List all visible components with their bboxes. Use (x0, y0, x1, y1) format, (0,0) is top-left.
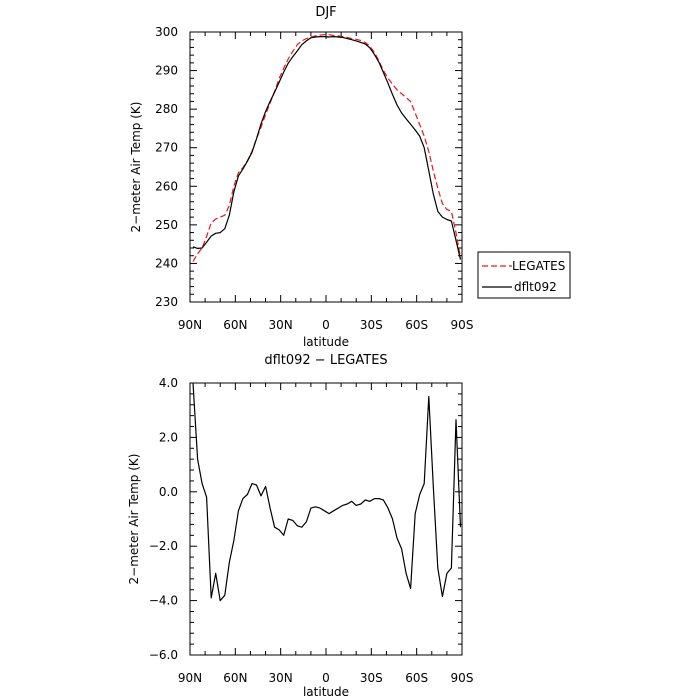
x-tick-label: 30N (269, 671, 293, 685)
bottom-xlabel: latitude (303, 685, 349, 699)
y-tick-label: 280 (155, 102, 178, 116)
y-tick-label: 0.0 (159, 485, 178, 499)
legend-label-dflt092: dflt092 (514, 280, 557, 294)
bottom-series-lines (192, 382, 462, 602)
x-tick-label: 30S (360, 671, 383, 685)
top-series-lines (192, 34, 462, 262)
y-tick-label: 2.0 (159, 430, 178, 444)
top-plot-frame (189, 31, 463, 303)
bottom-title: dflt092 − LEGATES (264, 353, 387, 368)
series-line-dflt092 (192, 35, 462, 260)
x-tick-label: 90N (178, 318, 202, 332)
y-tick-label: 240 (155, 256, 178, 270)
x-tick-label: 60N (223, 318, 247, 332)
bottom-axes-ticks (189, 382, 463, 656)
x-tick-label: 90S (451, 671, 474, 685)
y-tick-label: 260 (155, 179, 178, 193)
x-tick-label: 30N (269, 318, 293, 332)
y-tick-label: −4.0 (149, 594, 178, 608)
y-tick-label: 300 (155, 25, 178, 39)
y-tick-label: 230 (155, 295, 178, 309)
series-line-difference (192, 382, 462, 602)
x-tick-label: 30S (360, 318, 383, 332)
series-line-legates (192, 34, 462, 262)
x-tick-label: 0 (322, 318, 330, 332)
legend-box (477, 251, 571, 299)
bottom-panel: dflt092 − LEGATES 90N 60N 30N 0 30S 60S 90S −6.… (127, 353, 473, 699)
y-tick-label: 250 (155, 218, 178, 232)
bottom-tick-labels: 90N 60N 30N 0 30S 60S 90S −6.0 −4.0 −2.0 0.0 2.0 4.0 (149, 376, 474, 685)
y-tick-label: −2.0 (149, 539, 178, 553)
x-tick-label: 0 (322, 671, 330, 685)
top-title: DJF (315, 5, 336, 20)
legend-label-legates: LEGATES (512, 259, 565, 273)
bottom-plot-frame (189, 382, 463, 656)
top-xlabel: latitude (303, 335, 349, 349)
top-axes-ticks (189, 31, 463, 303)
y-tick-label: 4.0 (159, 376, 178, 390)
top-tick-labels: 90N 60N 30N 0 30S 60S 90S 230 240 250 260 270 280 290… (155, 25, 473, 332)
bottom-ylabel: 2−meter Air Temp (K) (127, 454, 141, 585)
top-panel: DJF 90N 60N 30N 0 30S 60S 90S 230 240 250 260 270 28… (129, 5, 473, 349)
legend: LEGATES dflt092 (477, 251, 571, 299)
x-tick-label: 60S (405, 671, 428, 685)
y-tick-label: 290 (155, 64, 178, 78)
y-tick-label: −6.0 (149, 648, 178, 662)
x-tick-label: 60N (223, 671, 247, 685)
x-tick-label: 90N (178, 671, 202, 685)
y-tick-label: 270 (155, 141, 178, 155)
x-tick-label: 90S (451, 318, 474, 332)
x-tick-label: 60S (405, 318, 428, 332)
top-ylabel: 2−meter Air Temp (K) (129, 102, 143, 233)
